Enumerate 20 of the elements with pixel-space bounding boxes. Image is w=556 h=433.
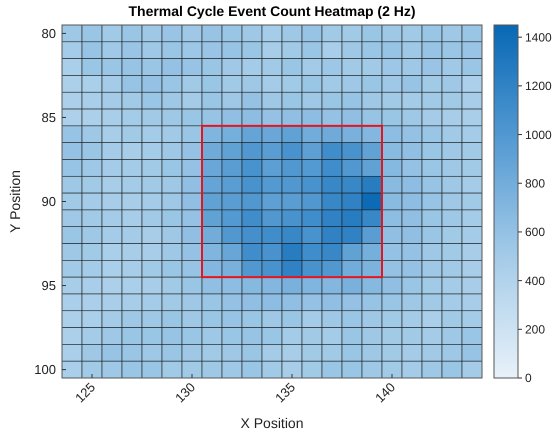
color-bar-label: 1400	[525, 30, 552, 44]
x-tick-label: 125	[72, 380, 98, 406]
y-tick-label: 80	[42, 26, 56, 41]
color-bar-label: 400	[525, 274, 546, 288]
y-tick-label: 85	[42, 110, 56, 125]
color-bar-label: 600	[525, 225, 546, 240]
color-bar-label: 200	[525, 322, 546, 337]
y-tick-label: 95	[42, 278, 56, 294]
color-bar-label: 0	[525, 371, 532, 386]
x-tick-label: 140	[372, 380, 398, 406]
x-axis-title: X Position	[240, 415, 304, 431]
color-bar-label: 800	[525, 176, 546, 190]
y-axis-title: Y Position	[7, 170, 23, 233]
x-tick-label: 135	[272, 380, 298, 406]
y-tick-label: 90	[42, 194, 56, 210]
chart-title: Thermal Cycle Event Count Heatmap (2 Hz)	[128, 3, 416, 19]
color-bar-label: 1000	[525, 128, 552, 142]
color-bar-label: 1200	[525, 79, 552, 94]
x-tick-label: 130	[172, 380, 198, 406]
y-tick-label: 100	[34, 362, 56, 378]
